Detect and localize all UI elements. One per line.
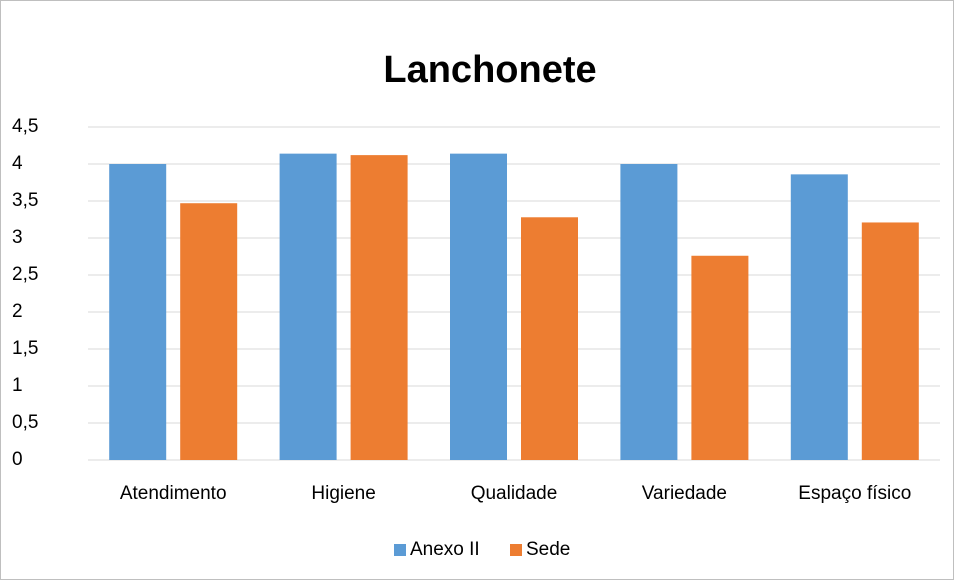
y-tick-label: 3 [12,227,23,248]
y-tick-label: 0,5 [12,412,38,433]
x-tick-label: Espaço físico [798,483,911,504]
x-tick-label: Qualidade [471,483,558,504]
bar [691,255,749,460]
bar [109,164,167,460]
legend-swatch [394,544,406,556]
y-tick-label: 1,5 [12,338,38,359]
legend-label: Anexo II [410,539,480,560]
legend-swatch [510,544,522,556]
y-tick-label: 1 [12,375,23,396]
x-tick-label: Variedade [642,483,727,504]
bar [180,203,238,460]
y-tick-label: 4,5 [12,116,38,137]
bar [861,222,919,460]
bar [620,164,678,460]
bar [521,217,578,460]
y-tick-label: 4 [12,153,23,174]
y-tick-label: 2,5 [12,264,38,285]
bar [450,153,507,460]
x-tick-label: Atendimento [120,483,227,504]
y-tick-label: 3,5 [12,190,38,211]
y-tick-label: 2 [12,301,23,322]
legend-label: Sede [526,539,570,560]
bar [790,174,848,461]
bar [279,153,337,460]
chart-title: Lanchonete [383,49,596,91]
bar [350,155,408,460]
x-tick-label: Higiene [311,483,375,504]
y-tick-label: 0 [12,449,23,470]
